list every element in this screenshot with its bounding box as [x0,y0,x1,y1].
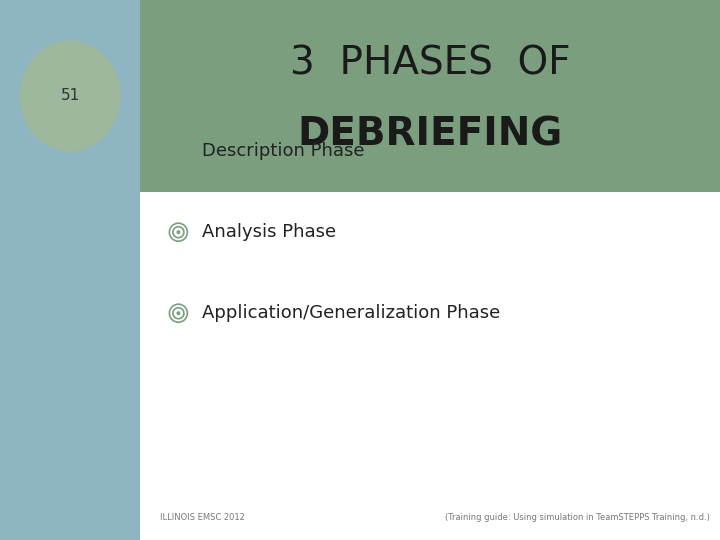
Text: 3  PHASES  OF: 3 PHASES OF [290,44,570,82]
Text: Application/Generalization Phase: Application/Generalization Phase [202,304,500,322]
Text: DEBRIEFING: DEBRIEFING [297,115,563,153]
FancyBboxPatch shape [140,0,720,192]
Text: Description Phase: Description Phase [202,142,365,160]
Circle shape [176,149,181,153]
Text: (Training guide: Using simulation in TeamSTEPPS Training, n.d.): (Training guide: Using simulation in Tea… [445,514,710,523]
Ellipse shape [19,40,121,151]
FancyBboxPatch shape [0,0,140,540]
Circle shape [176,311,181,315]
Text: ILLINOIS EMSC 2012: ILLINOIS EMSC 2012 [161,514,246,523]
Text: 51: 51 [60,89,80,103]
Circle shape [176,230,181,234]
Text: Analysis Phase: Analysis Phase [202,223,336,241]
